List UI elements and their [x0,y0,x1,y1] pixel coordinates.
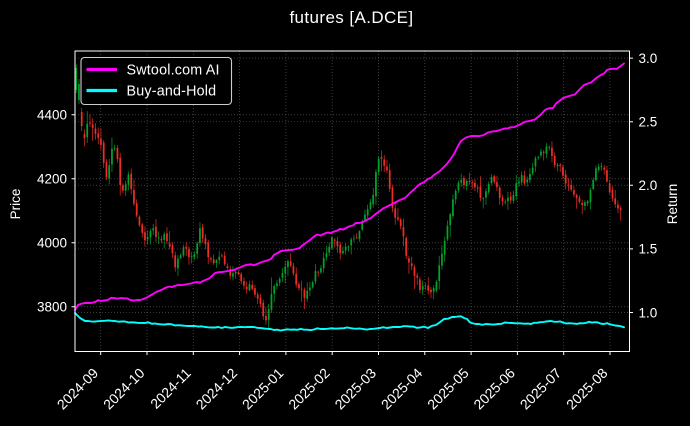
svg-text:futures [A.DCE]: futures [A.DCE] [289,8,413,27]
svg-text:2.5: 2.5 [639,115,658,130]
svg-text:4200: 4200 [37,172,67,187]
svg-text:4000: 4000 [37,236,67,251]
svg-text:3800: 3800 [37,300,67,315]
svg-text:Buy-and-Hold: Buy-and-Hold [127,83,217,99]
svg-text:Price: Price [8,189,23,220]
svg-text:1.5: 1.5 [639,242,658,257]
svg-text:Swtool.com AI: Swtool.com AI [127,62,220,78]
svg-text:4400: 4400 [37,108,67,123]
svg-text:3.0: 3.0 [639,51,658,66]
svg-text:1.0: 1.0 [639,305,658,320]
svg-text:Return: Return [665,184,680,225]
svg-text:2.0: 2.0 [639,178,658,193]
